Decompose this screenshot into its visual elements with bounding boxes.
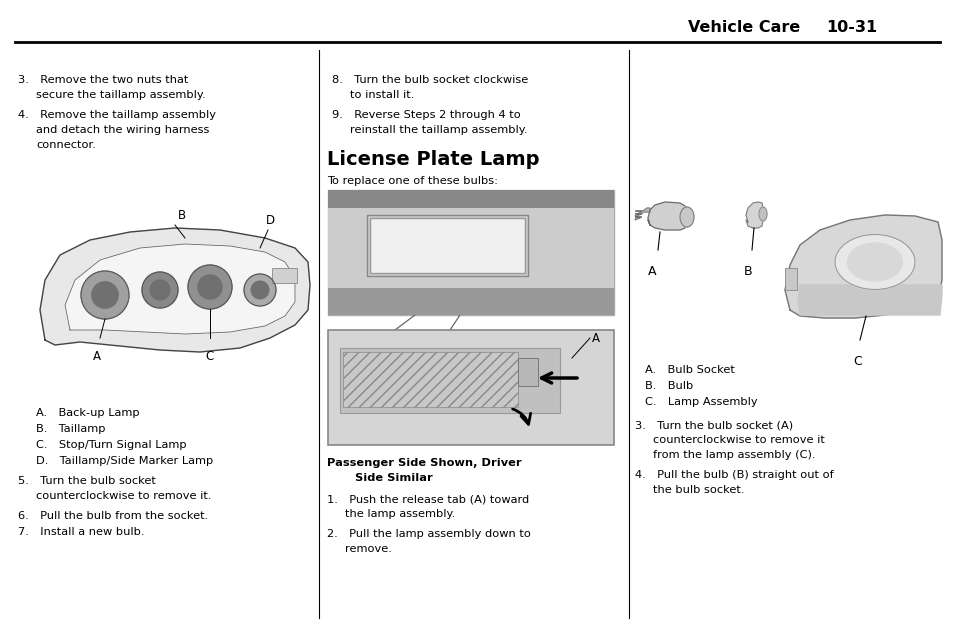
Text: counterclockwise to remove it.: counterclockwise to remove it. <box>36 491 212 501</box>
Text: License Plate Lamp: License Plate Lamp <box>327 150 539 169</box>
Ellipse shape <box>759 207 766 221</box>
Circle shape <box>251 281 269 299</box>
Text: 4. Remove the taillamp assembly: 4. Remove the taillamp assembly <box>18 110 215 120</box>
Bar <box>784 268 796 290</box>
Text: D: D <box>265 214 274 227</box>
Polygon shape <box>647 202 686 230</box>
Text: C. Lamp Assembly: C. Lamp Assembly <box>644 397 757 407</box>
Text: secure the taillamp assembly.: secure the taillamp assembly. <box>36 90 206 100</box>
Polygon shape <box>797 285 941 315</box>
Text: from the lamp assembly (C).: from the lamp assembly (C). <box>652 450 815 460</box>
Bar <box>343 352 517 407</box>
Circle shape <box>197 275 222 299</box>
Bar <box>339 348 559 413</box>
Text: 6. Pull the bulb from the socket.: 6. Pull the bulb from the socket. <box>18 511 208 521</box>
Text: Side Similar: Side Similar <box>355 473 433 483</box>
Polygon shape <box>635 208 649 220</box>
Ellipse shape <box>834 235 914 290</box>
Bar <box>517 358 537 386</box>
Bar <box>328 330 614 445</box>
Text: A: A <box>592 332 599 345</box>
Text: 3. Remove the two nuts that: 3. Remove the two nuts that <box>18 75 188 85</box>
Text: connector.: connector. <box>36 140 95 150</box>
Text: B: B <box>178 209 186 222</box>
Ellipse shape <box>679 207 693 227</box>
Text: C: C <box>206 350 213 363</box>
Bar <box>367 215 527 276</box>
Text: 1. Push the release tab (A) toward: 1. Push the release tab (A) toward <box>327 494 529 504</box>
Text: Vehicle Care: Vehicle Care <box>687 20 800 36</box>
Text: To replace one of these bulbs:: To replace one of these bulbs: <box>327 176 497 186</box>
Text: 4. Pull the bulb (B) straight out of: 4. Pull the bulb (B) straight out of <box>635 470 833 480</box>
Ellipse shape <box>846 243 902 281</box>
Text: C. Stop/Turn Signal Lamp: C. Stop/Turn Signal Lamp <box>36 440 187 450</box>
Text: B. Bulb: B. Bulb <box>644 381 693 391</box>
Polygon shape <box>745 202 762 228</box>
Circle shape <box>188 265 232 309</box>
Text: counterclockwise to remove it: counterclockwise to remove it <box>652 435 824 445</box>
Text: 10-31: 10-31 <box>825 20 876 36</box>
Text: 7. Install a new bulb.: 7. Install a new bulb. <box>18 527 144 537</box>
Polygon shape <box>784 215 941 318</box>
Circle shape <box>244 274 275 306</box>
Text: A. Bulb Socket: A. Bulb Socket <box>644 365 734 375</box>
Bar <box>328 205 614 290</box>
Circle shape <box>142 272 178 308</box>
Text: Passenger Side Shown, Driver: Passenger Side Shown, Driver <box>327 458 521 468</box>
Circle shape <box>81 271 129 319</box>
Bar <box>328 288 614 315</box>
Text: A: A <box>92 350 101 363</box>
Text: D. Taillamp/Side Marker Lamp: D. Taillamp/Side Marker Lamp <box>36 456 213 466</box>
Polygon shape <box>65 244 294 334</box>
Circle shape <box>91 282 118 308</box>
Text: B. Taillamp: B. Taillamp <box>36 424 106 434</box>
Text: the lamp assembly.: the lamp assembly. <box>345 509 455 519</box>
Polygon shape <box>40 228 310 352</box>
Text: 5. Turn the bulb socket: 5. Turn the bulb socket <box>18 476 155 486</box>
Text: 3. Turn the bulb socket (A): 3. Turn the bulb socket (A) <box>635 420 792 430</box>
Text: to install it.: to install it. <box>350 90 414 100</box>
Text: B: B <box>743 265 752 278</box>
Bar <box>328 190 614 208</box>
Text: A: A <box>647 265 656 278</box>
Circle shape <box>150 280 170 300</box>
Text: the bulb socket.: the bulb socket. <box>652 485 743 495</box>
Text: and detach the wiring harness: and detach the wiring harness <box>36 125 209 135</box>
Text: 9. Reverse Steps 2 through 4 to: 9. Reverse Steps 2 through 4 to <box>332 110 520 120</box>
Text: reinstall the taillamp assembly.: reinstall the taillamp assembly. <box>350 125 527 135</box>
Text: A. Back-up Lamp: A. Back-up Lamp <box>36 408 139 418</box>
Text: C: C <box>853 355 862 368</box>
Text: 2. Pull the lamp assembly down to: 2. Pull the lamp assembly down to <box>327 529 530 539</box>
Bar <box>328 190 614 315</box>
Text: remove.: remove. <box>345 544 392 554</box>
Text: 8. Turn the bulb socket clockwise: 8. Turn the bulb socket clockwise <box>332 75 528 85</box>
Bar <box>272 268 296 283</box>
Bar <box>370 218 524 273</box>
